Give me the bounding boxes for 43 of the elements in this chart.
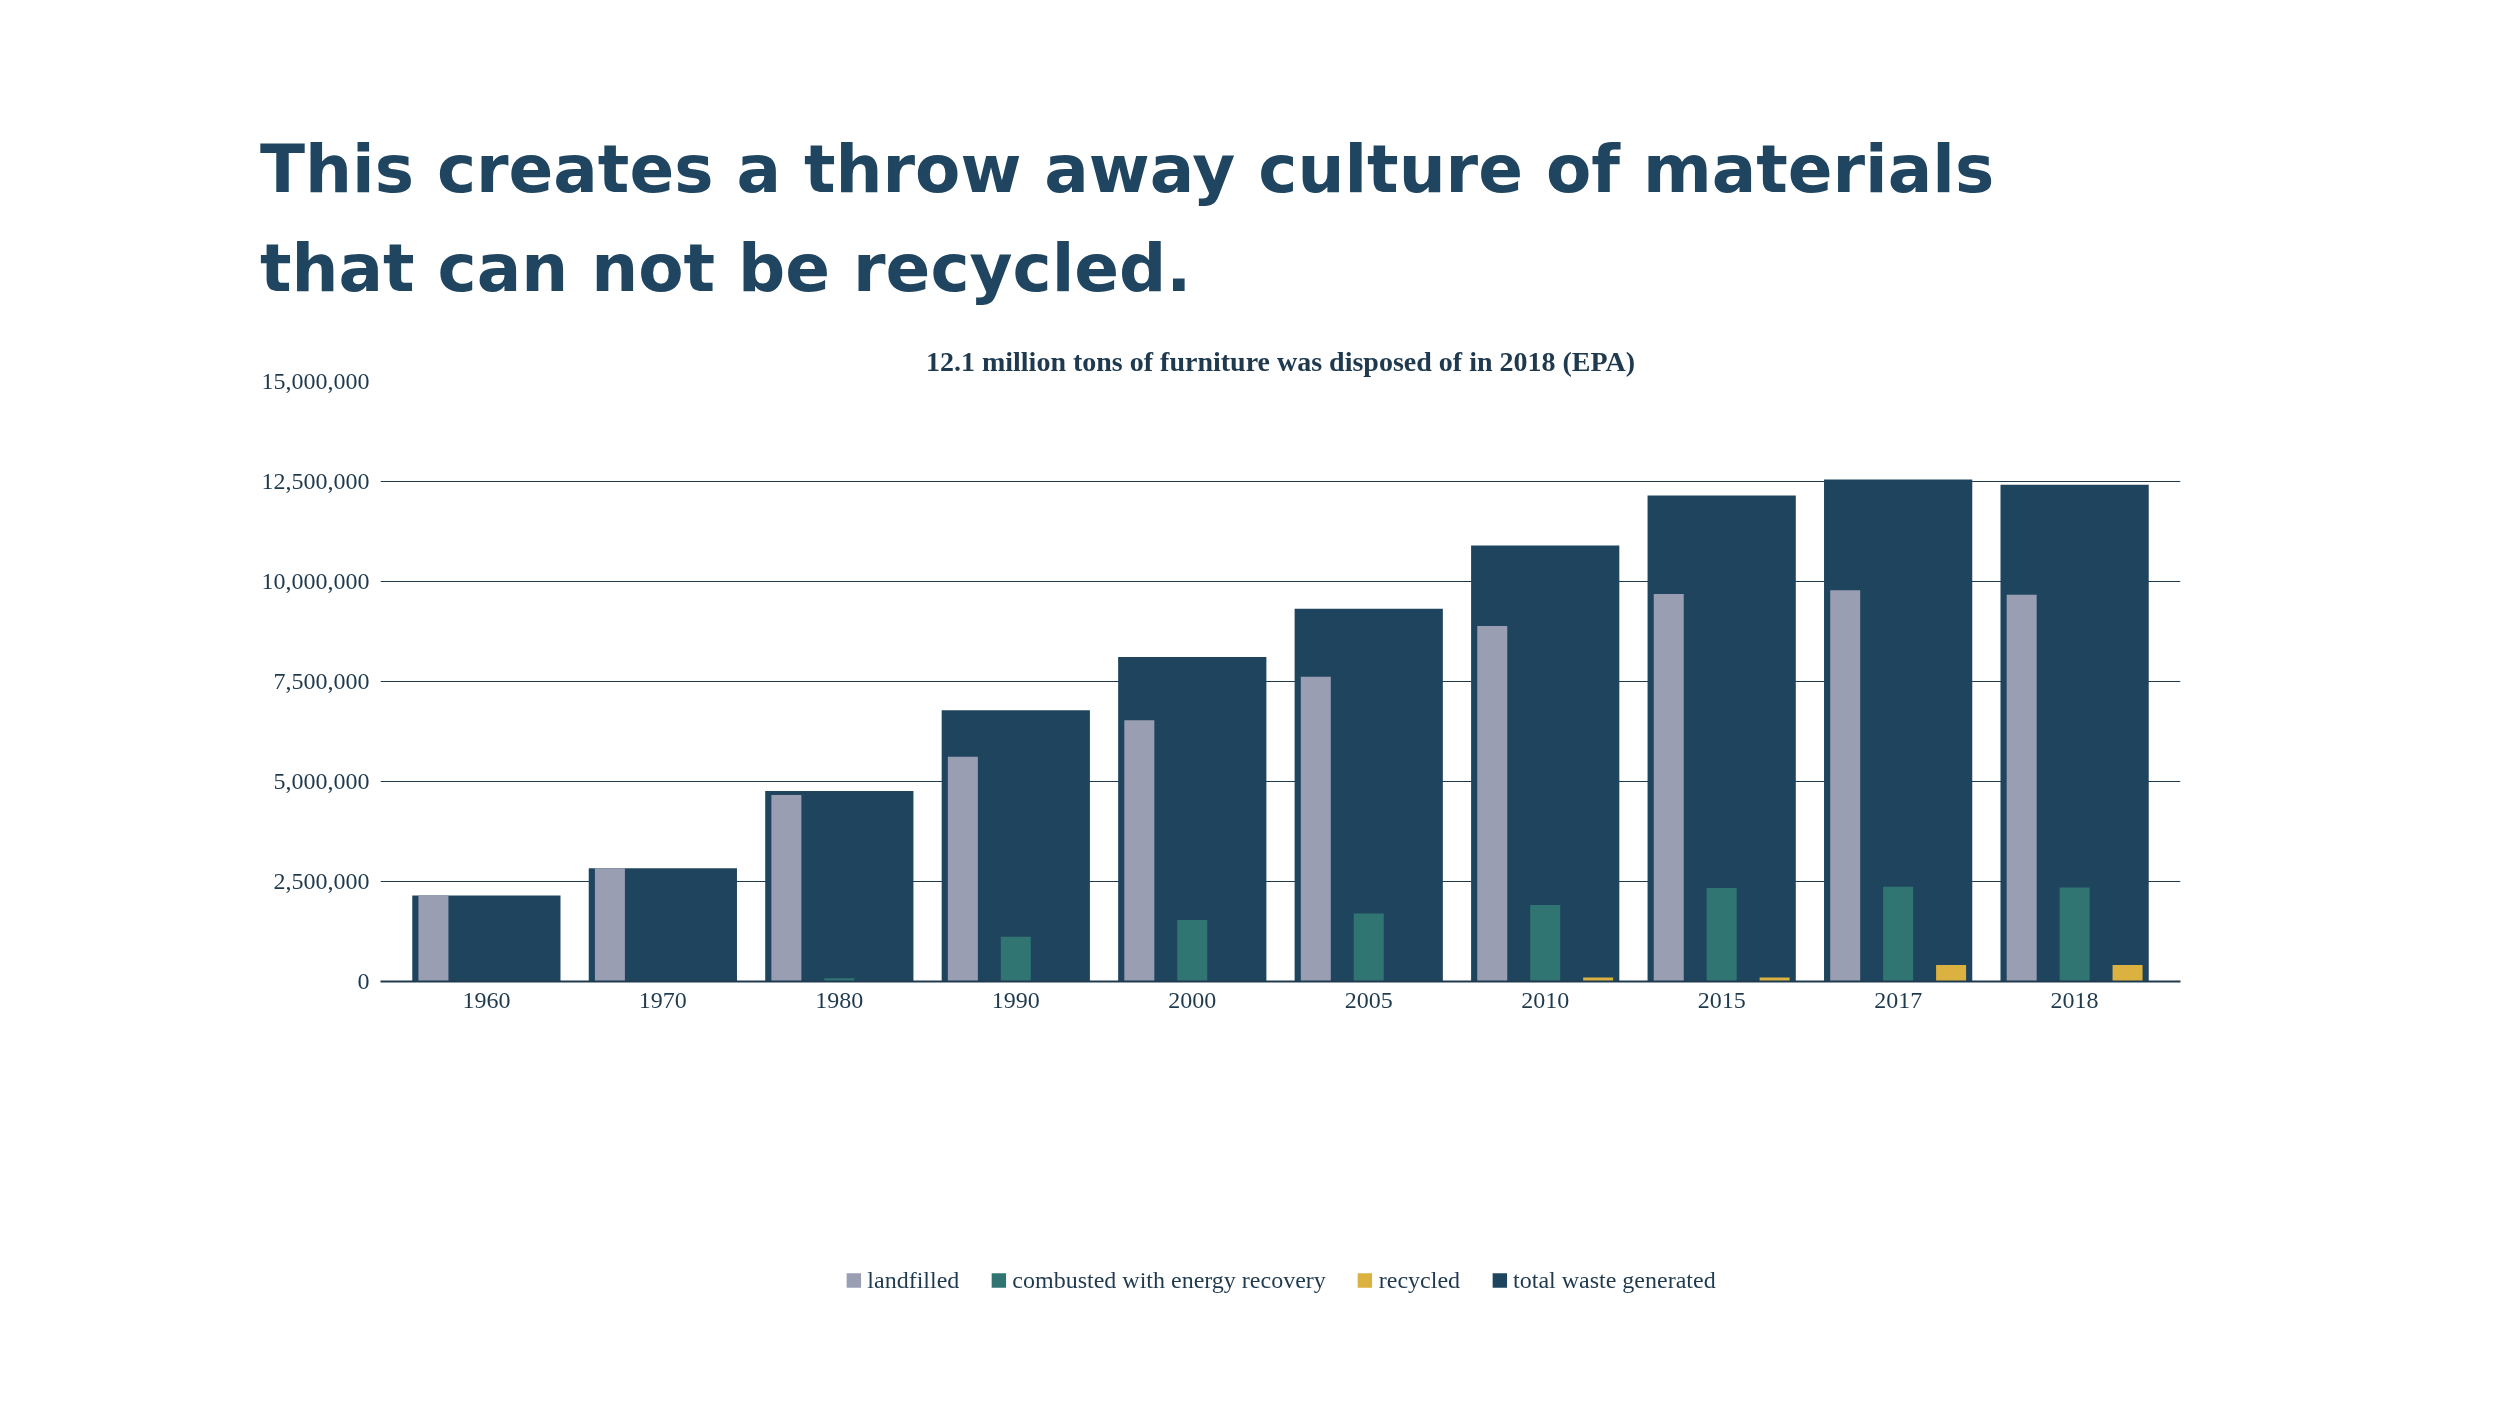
x-tick-label: 2015 <box>1697 986 1746 1013</box>
y-tick-label: 2,500,000 <box>273 868 370 894</box>
bar <box>594 868 625 982</box>
bar <box>2112 965 2143 982</box>
x-tick-label: 2017 <box>1874 986 1923 1013</box>
x-tick-label: 2000 <box>1168 986 1217 1013</box>
bar <box>947 756 978 982</box>
legend-label: recycled <box>1378 1266 1461 1294</box>
y-tick-label: 0 <box>357 968 370 994</box>
bar <box>1936 965 1967 982</box>
bar <box>1124 720 1155 982</box>
x-tick-label: 1980 <box>815 986 864 1013</box>
x-tick-label: 2018 <box>2050 986 2099 1013</box>
bar <box>1353 913 1384 982</box>
bar <box>1653 593 1684 982</box>
y-tick-label: 5,000,000 <box>273 768 370 794</box>
chart-title: This creates a throw away culture of materials that can not be recycled. <box>260 130 1996 309</box>
bar <box>771 795 802 982</box>
bar <box>1706 887 1737 982</box>
bar <box>2059 887 2090 982</box>
bar <box>1830 590 1861 982</box>
legend-label: total waste generated <box>1513 1266 1716 1294</box>
y-tick-label: 10,000,000 <box>261 568 370 594</box>
bar <box>1883 886 1914 982</box>
bar <box>418 895 449 982</box>
legend-label: landfilled <box>867 1266 960 1294</box>
x-tick-label: 2005 <box>1344 986 1393 1013</box>
bar <box>1000 936 1031 982</box>
y-tick-label: 12,500,000 <box>261 468 370 494</box>
legend-label: combusted with energy recovery <box>1012 1266 1326 1294</box>
bar <box>824 978 855 982</box>
chart-subtitle: 12.1 million tons of furniture was disposed of in 2018 (EPA) <box>925 345 1636 377</box>
bar <box>1530 905 1561 982</box>
x-tick-label: 2010 <box>1521 986 1570 1013</box>
bar <box>2006 594 2037 982</box>
bar <box>1300 676 1331 982</box>
bar <box>1477 625 1508 982</box>
y-tick-label: 7,500,000 <box>273 668 370 694</box>
y-tick-label: 15,000,000 <box>261 368 370 394</box>
x-tick-label: 1970 <box>638 986 687 1013</box>
bar <box>1177 919 1208 982</box>
x-tick-label: 1990 <box>991 986 1040 1013</box>
x-tick-label: 1960 <box>462 986 511 1013</box>
